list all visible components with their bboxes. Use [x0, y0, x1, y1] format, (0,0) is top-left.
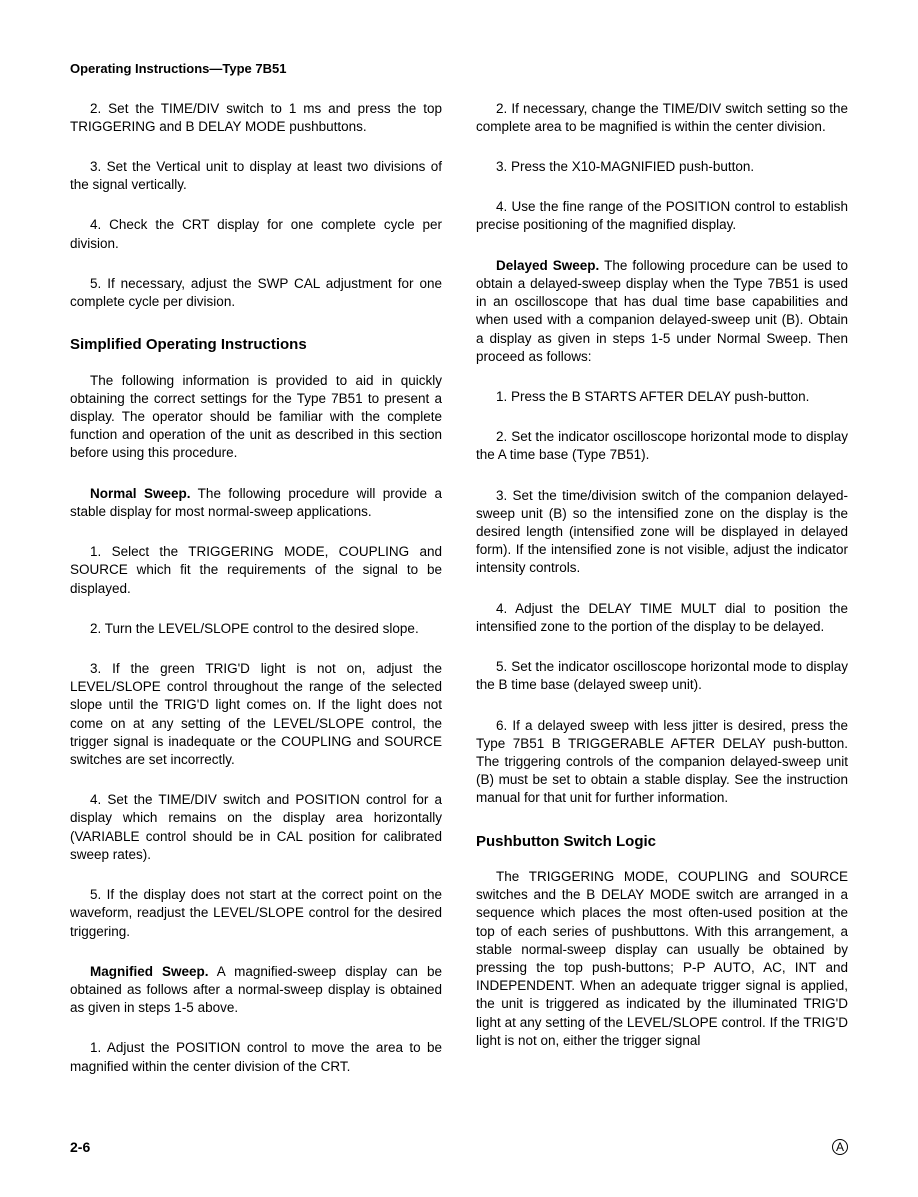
run-in-heading: Normal Sweep. — [90, 486, 190, 501]
body-text: Magnified Sweep. A magnified-sweep displ… — [70, 963, 442, 1018]
right-column: 2. If necessary, change the TIME/DIV swi… — [476, 100, 848, 1098]
two-column-layout: 2. Set the TIME/DIV switch to 1 ms and p… — [70, 100, 848, 1098]
left-column: 2. Set the TIME/DIV switch to 1 ms and p… — [70, 100, 442, 1098]
body-text: 2. Turn the LEVEL/SLOPE control to the d… — [70, 620, 442, 638]
body-text: 4. Check the CRT display for one complet… — [70, 216, 442, 252]
page-number: 2-6 — [70, 1138, 90, 1157]
publisher-logo-icon: A — [832, 1139, 848, 1155]
body-text: 3. If the green TRIG'D light is not on, … — [70, 660, 442, 769]
body-text: 4. Adjust the DELAY TIME MULT dial to po… — [476, 600, 848, 636]
section-heading: Pushbutton Switch Logic — [476, 832, 848, 852]
body-text: 2. Set the indicator oscilloscope horizo… — [476, 428, 848, 464]
body-text: 5. Set the indicator oscilloscope horizo… — [476, 658, 848, 694]
body-text: 3. Press the X10-MAGNIFIED push-button. — [476, 158, 848, 176]
body-text: 1. Press the B STARTS AFTER DELAY push-b… — [476, 388, 848, 406]
body-text: Delayed Sweep. The following procedure c… — [476, 257, 848, 366]
body-text: 3. Set the time/division switch of the c… — [476, 487, 848, 578]
body-text: The following information is provided to… — [70, 372, 442, 463]
body-text: Normal Sweep. The following procedure wi… — [70, 485, 442, 521]
body-text: 6. If a delayed sweep with less jitter i… — [476, 717, 848, 808]
body-text: 3. Set the Vertical unit to display at l… — [70, 158, 442, 194]
body-text: 5. If the display does not start at the … — [70, 886, 442, 941]
section-heading: Simplified Operating Instructions — [70, 335, 442, 355]
body-text: 2. If necessary, change the TIME/DIV swi… — [476, 100, 848, 136]
run-in-heading: Magnified Sweep. — [90, 964, 209, 979]
body-text: 4. Set the TIME/DIV switch and POSITION … — [70, 791, 442, 864]
body-text: 1. Select the TRIGGERING MODE, COUPLING … — [70, 543, 442, 598]
body-text: 1. Adjust the POSITION control to move t… — [70, 1039, 442, 1075]
body-text: 5. If necessary, adjust the SWP CAL adju… — [70, 275, 442, 311]
body-text: 2. Set the TIME/DIV switch to 1 ms and p… — [70, 100, 442, 136]
body-text: 4. Use the fine range of the POSITION co… — [476, 198, 848, 234]
page-header: Operating Instructions—Type 7B51 — [70, 60, 848, 78]
body-text: The following procedure can be used to o… — [476, 258, 848, 364]
run-in-heading: Delayed Sweep. — [496, 258, 599, 273]
body-text: The TRIGGERING MODE, COUPLING and SOURCE… — [476, 868, 848, 1050]
page-footer: 2-6 A — [70, 1138, 848, 1157]
